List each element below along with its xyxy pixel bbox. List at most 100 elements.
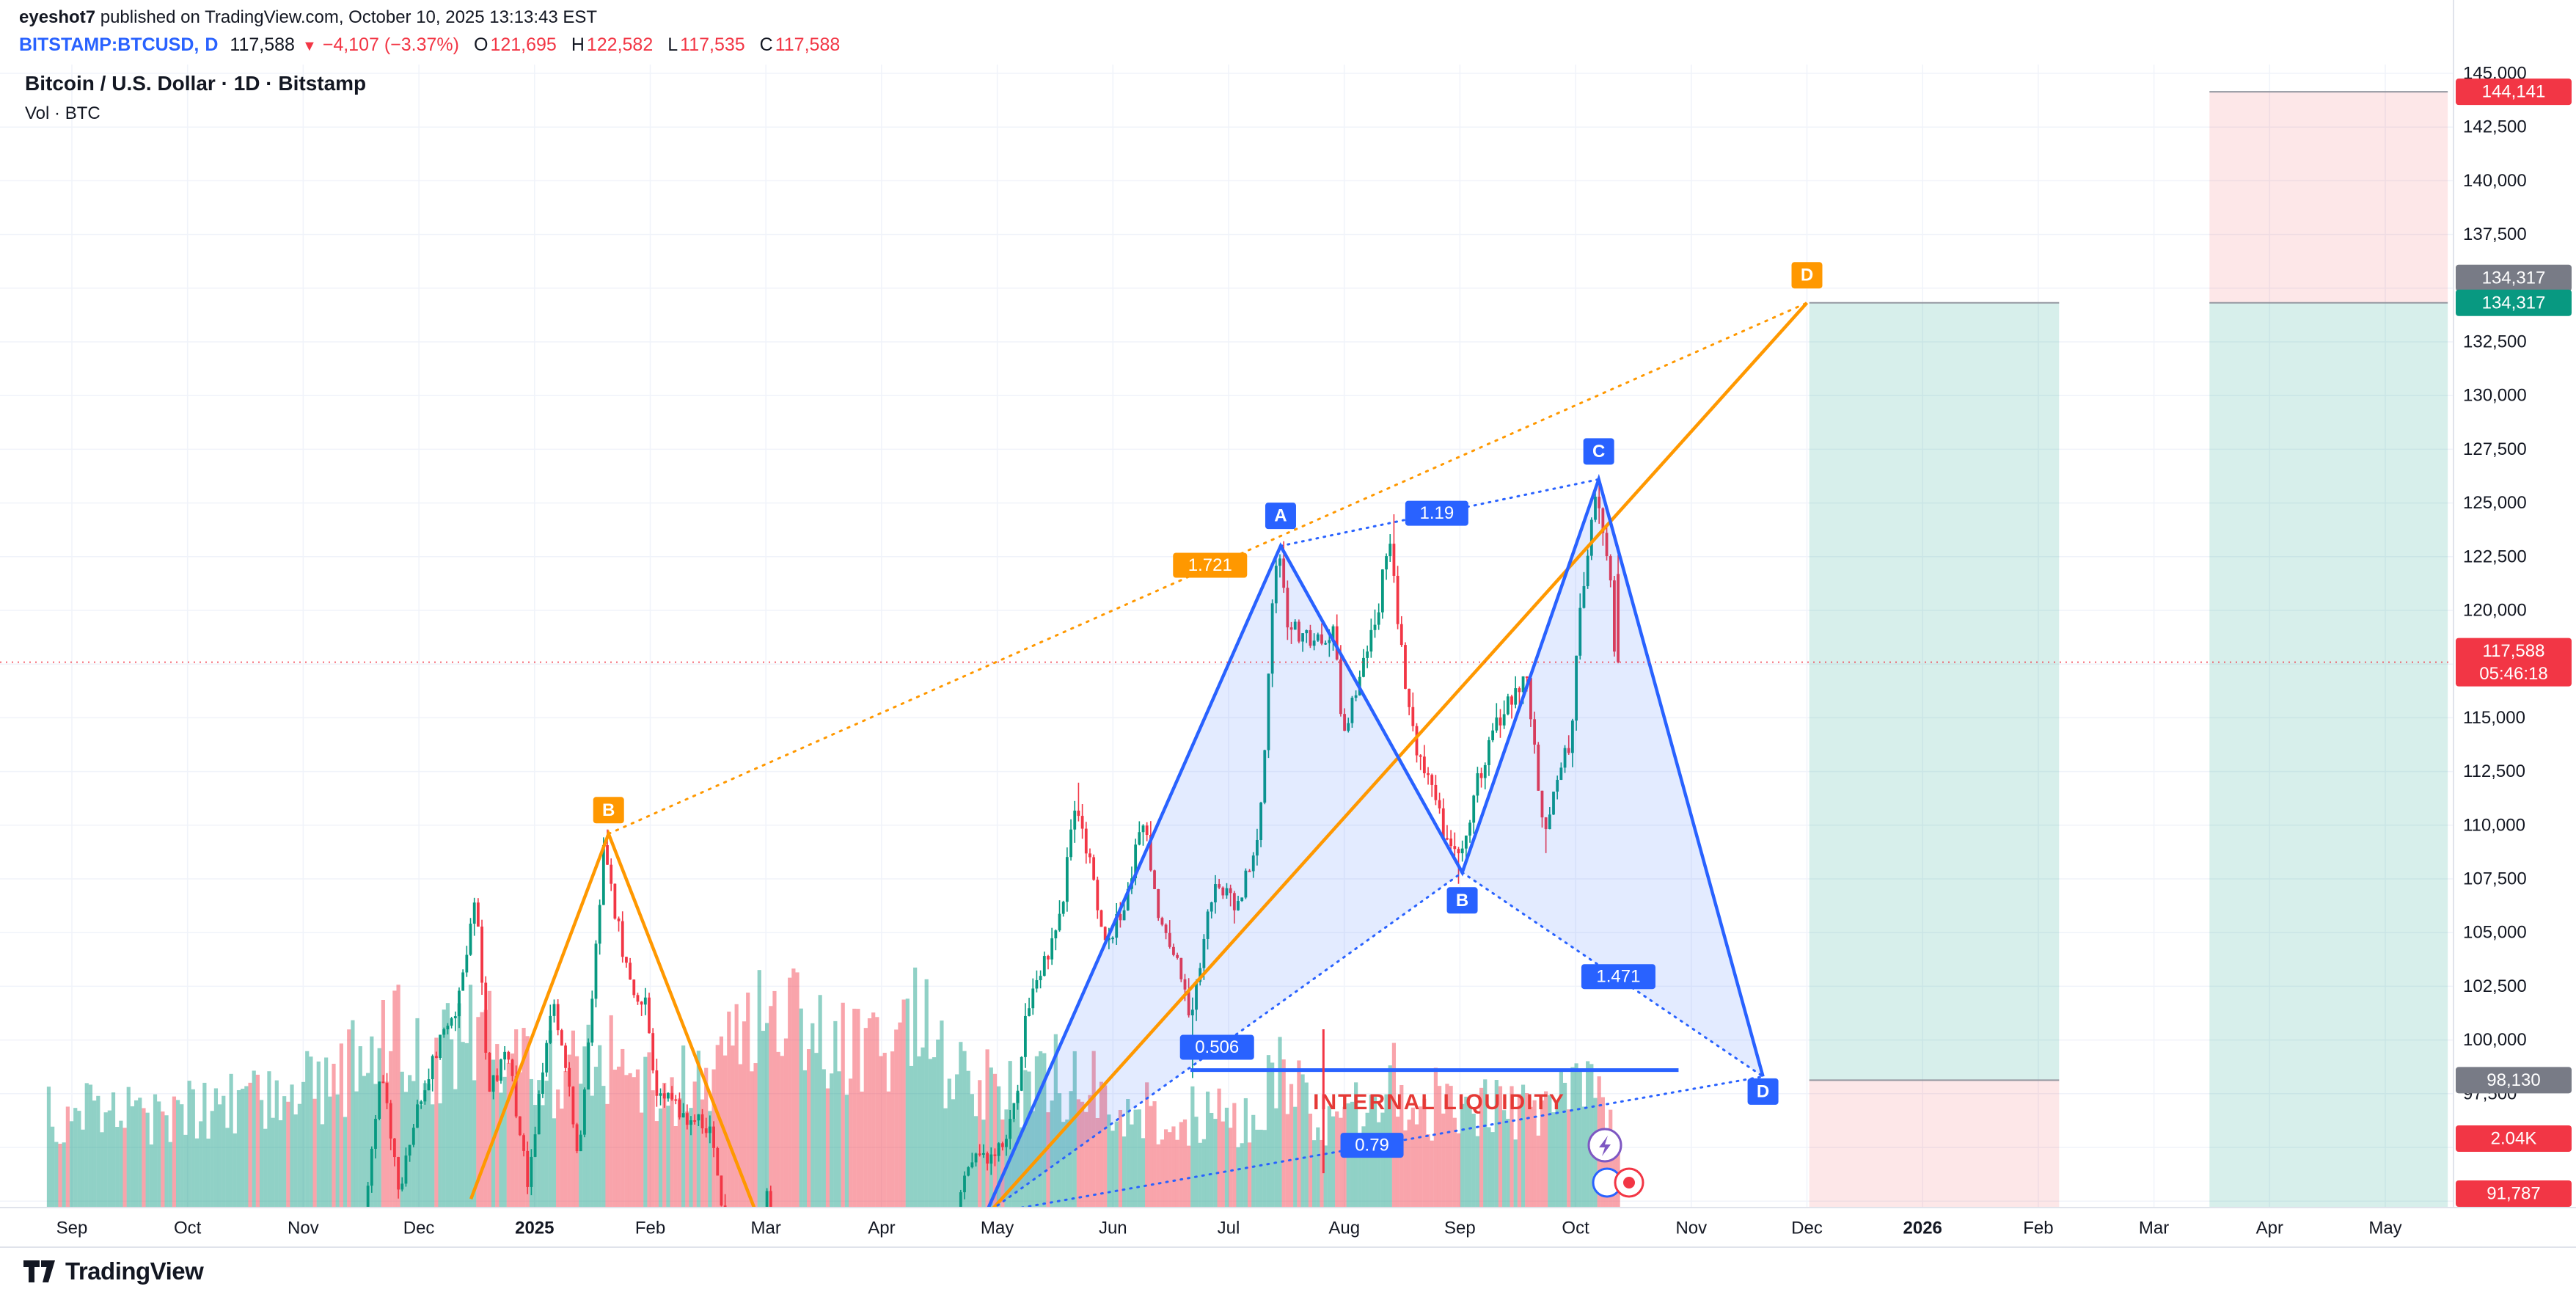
lightning-event-icon[interactable]: [1587, 1128, 1622, 1163]
time-tick-label: Apr: [2256, 1219, 2283, 1238]
time-tick-label: Mar: [751, 1219, 781, 1238]
open-value: 121,695: [490, 34, 557, 55]
time-tick-label: Nov: [1675, 1219, 1707, 1238]
time-tick-label: May: [2368, 1219, 2401, 1238]
harmonic-fill: [988, 479, 1763, 1208]
price-tick-label: 142,500: [2463, 117, 2527, 137]
low-label: L: [667, 34, 678, 55]
price-axis-chip: 117,588 05:46:18: [2456, 638, 2572, 687]
price-tick-label: 120,000: [2463, 601, 2527, 621]
harmonic-point-a-label[interactable]: A: [1265, 503, 1296, 530]
svg-text:C: C: [1592, 442, 1605, 461]
svg-text:B: B: [1456, 891, 1468, 910]
published-line: eyeshot7 published on TradingView.com, O…: [19, 7, 840, 28]
svg-text:1.721: 1.721: [1188, 555, 1232, 575]
price-down-arrow-icon: ▼: [301, 38, 317, 54]
price-tick-label: 102,500: [2463, 976, 2527, 996]
price-tick-label: 115,000: [2463, 708, 2525, 728]
price-tick-label: 122,500: [2463, 547, 2527, 566]
orange-ratio-label[interactable]: 1.721: [1173, 552, 1248, 578]
svg-text:98,130: 98,130: [2487, 1070, 2540, 1090]
svg-text:A: A: [1274, 506, 1287, 526]
price-axis-chip: 2.04K: [2456, 1125, 2572, 1152]
orange-pattern[interactable]: [469, 302, 1809, 1221]
volume-legend[interactable]: Vol · BTC: [25, 103, 100, 123]
symbol-label[interactable]: BITSTAMP:BTCUSD,: [19, 34, 200, 55]
time-tick-label: Jul: [1218, 1219, 1240, 1238]
price-tick-label: 132,500: [2463, 332, 2527, 352]
high-value: 122,582: [586, 34, 654, 55]
time-tick-label: 2026: [1903, 1219, 1942, 1238]
time-tick-label: Oct: [174, 1219, 202, 1238]
time-tick-label: Dec: [1791, 1219, 1823, 1238]
svg-text:B: B: [602, 800, 615, 820]
economic-event-icon[interactable]: [1592, 1167, 1644, 1198]
interval-label[interactable]: D: [205, 34, 219, 55]
last-price: 117,588: [230, 34, 295, 55]
high-label: H: [571, 34, 585, 55]
price-axis-chip: 144,141: [2456, 78, 2572, 106]
svg-text:0.79: 0.79: [1355, 1136, 1389, 1155]
price-tick-label: 140,000: [2463, 171, 2527, 191]
close-value: 117,588: [775, 34, 841, 55]
svg-text:0.506: 0.506: [1195, 1037, 1239, 1057]
harmonic-point-d-label[interactable]: D: [1747, 1078, 1779, 1105]
harmonic-point-c-label[interactable]: C: [1583, 438, 1614, 465]
tradingview-logo-icon[interactable]: [22, 1259, 56, 1284]
volume-layer: [46, 967, 1620, 1208]
chart-legend: Bitcoin / U.S. Dollar · 1D · Bitstamp Vo…: [25, 72, 366, 124]
low-value: 117,535: [680, 34, 745, 55]
time-tick-label: Mar: [2139, 1219, 2169, 1238]
svg-text:D: D: [1801, 266, 1813, 285]
time-tick-label: Dec: [403, 1219, 435, 1238]
liquidity-label: INTERNAL LIQUIDITY: [1313, 1090, 1565, 1114]
price-tick-label: 110,000: [2463, 815, 2525, 835]
price-tick-label: 127,500: [2463, 439, 2527, 459]
harmonic-ratio-label[interactable]: 0.506: [1179, 1034, 1254, 1060]
time-axis[interactable]: [0, 1208, 2576, 1247]
svg-text:05:46:18: 05:46:18: [2479, 664, 2547, 684]
harmonic-ratio-label[interactable]: 1.471: [1581, 964, 1655, 990]
short-position-tool[interactable]: [2209, 91, 2448, 1208]
author-name: eyeshot7: [19, 7, 96, 27]
chart-title[interactable]: Bitcoin / U.S. Dollar · 1D · Bitstamp: [25, 72, 367, 95]
time-tick-label: Apr: [868, 1219, 895, 1238]
orange-point-d-label[interactable]: D: [1791, 262, 1823, 289]
time-tick-label: 2025: [515, 1219, 554, 1238]
open-label: O: [473, 34, 489, 55]
header: eyeshot7 published on TradingView.com, O…: [19, 7, 840, 56]
harmonic-ratio-label[interactable]: 0.79: [1340, 1133, 1404, 1158]
price-tick-label: 125,000: [2463, 493, 2527, 513]
price-tick-label: 130,000: [2463, 386, 2527, 406]
svg-text:1.471: 1.471: [1596, 967, 1640, 987]
time-tick-label: Oct: [1562, 1219, 1589, 1238]
internal-liquidity-drawing[interactable]: INTERNAL LIQUIDITY: [1190, 1029, 1679, 1174]
symbol-line: BITSTAMP:BTCUSD, D 117,588 ▼ −4,107 (−3.37%)…: [19, 34, 840, 56]
time-tick-label: Aug: [1328, 1219, 1360, 1238]
price-tick-label: 100,000: [2463, 1030, 2527, 1050]
brand-name[interactable]: TradingView: [65, 1257, 204, 1285]
orange-point-b-label[interactable]: B: [593, 797, 624, 824]
harmonic-ratio-label[interactable]: 1.19: [1405, 500, 1468, 526]
price-tick-label: 105,000: [2463, 923, 2527, 943]
footer: TradingView: [22, 1257, 204, 1285]
long-position-tool[interactable]: [1809, 302, 2060, 1208]
svg-text:1.19: 1.19: [1420, 503, 1455, 523]
time-tick-label: Jun: [1099, 1219, 1127, 1238]
price-axis-chip: 98,130: [2456, 1067, 2572, 1094]
harmonic-point-b-label[interactable]: B: [1446, 887, 1478, 914]
svg-text:D: D: [1757, 1081, 1769, 1101]
time-tick-label: Sep: [1444, 1219, 1476, 1238]
svg-text:144,141: 144,141: [2482, 82, 2546, 102]
time-tick-label: Nov: [288, 1219, 319, 1238]
published-info: published on TradingView.com, October 10…: [95, 7, 598, 27]
close-label: C: [759, 34, 773, 55]
price-tick-label: 112,500: [2463, 762, 2525, 781]
svg-text:134,317: 134,317: [2482, 293, 2546, 313]
time-tick-label: May: [981, 1219, 1014, 1238]
candles-layer: [366, 477, 1620, 1208]
price-tick-label: 107,500: [2463, 869, 2527, 889]
svg-text:91,787: 91,787: [2487, 1184, 2540, 1204]
